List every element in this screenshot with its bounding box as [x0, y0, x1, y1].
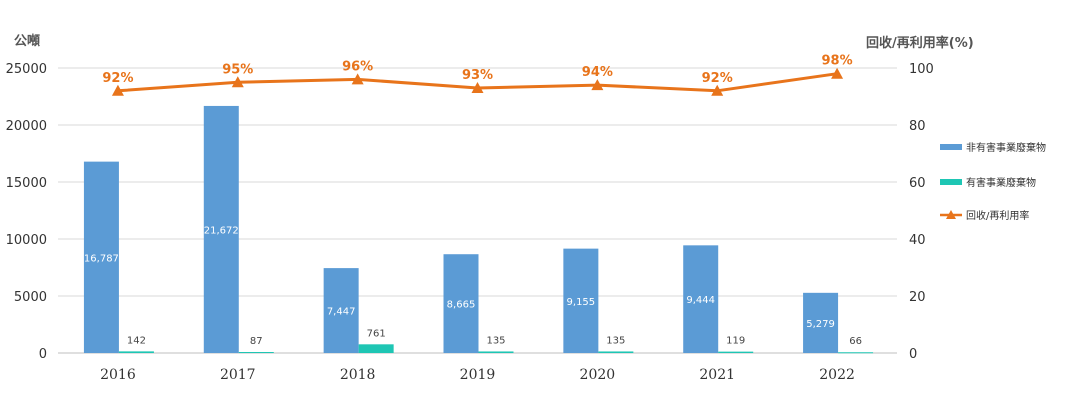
rate-value-label: 92%: [102, 71, 133, 86]
rate-point-marker: [831, 67, 844, 79]
legend-marker: [946, 210, 956, 219]
left-tick-label: 10000: [6, 233, 47, 248]
legend-label: 非有害事業廢棄物: [966, 141, 1046, 154]
bar-non-hazardous: [803, 292, 839, 353]
bar-non-hazardous: [323, 268, 359, 353]
rate-point-marker: [591, 79, 604, 91]
bar-value-label: 142: [127, 335, 146, 346]
category-axis: 2016 2017 2018 2019 2020 2021 2022: [100, 367, 855, 383]
right-axis-ticks: 0 20 40 60 80 100: [909, 62, 934, 362]
rate-value-label: 94%: [582, 65, 613, 80]
bars: 16,787 142 21,672 87 7,447 761 8,665 135 9,155 13…: [83, 105, 874, 354]
left-tick-label: 5000: [14, 290, 47, 305]
right-tick-label: 60: [909, 176, 926, 191]
right-tick-label: 40: [909, 233, 926, 248]
right-tick-label: 100: [909, 62, 934, 77]
rate-value-label: 93%: [462, 68, 493, 83]
bar-non-hazardous: [443, 254, 479, 353]
bar-value-label: 5,279: [806, 319, 835, 330]
left-tick-label: 15000: [6, 176, 47, 191]
category-label: 2021: [699, 367, 735, 383]
rate-value-label: 92%: [702, 71, 733, 86]
bar-hazardous: [478, 351, 514, 353]
right-tick-label: 20: [909, 290, 926, 305]
bar-value-label: 16,787: [84, 253, 119, 264]
right-tick-label: 0: [909, 347, 917, 362]
bar-value-label: 87: [250, 336, 263, 347]
rate-value-label: 95%: [222, 62, 253, 77]
category-label: 2019: [460, 367, 496, 383]
rate-point-marker: [711, 84, 724, 96]
rate-line: 92% 95% 96% 93% 94% 92% 98%: [102, 54, 853, 96]
bar-value-label: 9,155: [567, 297, 596, 308]
bar-value-label: 7,447: [327, 307, 356, 318]
bar-value-label: 8,665: [447, 300, 476, 311]
left-tick-label: 20000: [6, 119, 47, 134]
bar-non-hazardous: [203, 105, 239, 353]
legend-swatch: [940, 179, 962, 185]
right-tick-label: 80: [909, 119, 926, 134]
left-tick-label: 25000: [6, 62, 47, 77]
bar-hazardous: [838, 352, 874, 354]
right-axis-title: 回收/再利用率(%): [866, 35, 974, 51]
rate-point-marker: [111, 84, 124, 96]
left-axis-ticks: 0 5000 10000 15000 20000 25000: [6, 62, 47, 362]
rate-point-marker: [351, 73, 364, 85]
legend-swatch: [940, 144, 962, 150]
category-label: 2020: [580, 367, 616, 383]
bar-hazardous: [718, 351, 754, 353]
gridlines: [58, 67, 897, 354]
bar-non-hazardous: [83, 161, 119, 353]
category-label: 2022: [819, 367, 855, 383]
bar-non-hazardous: [563, 248, 599, 353]
bar-value-label: 761: [367, 328, 386, 339]
left-tick-label: 0: [39, 347, 47, 362]
rate-point-marker: [231, 76, 244, 88]
bar-value-label: 66: [849, 336, 862, 347]
bar-value-label: 119: [726, 336, 745, 347]
legend-label: 回收/再利用率: [966, 209, 1029, 222]
left-axis-title: 公噸: [14, 33, 40, 49]
bar-hazardous: [358, 344, 394, 353]
rate-value-label: 98%: [822, 54, 853, 69]
bar-hazardous: [598, 351, 634, 353]
rate-point-marker: [471, 81, 484, 93]
bar-non-hazardous: [683, 245, 719, 353]
bar-hazardous: [238, 352, 274, 354]
category-label: 2017: [220, 367, 256, 383]
legend-label: 有害事業廢棄物: [966, 176, 1036, 189]
bar-value-label: 21,672: [204, 225, 239, 236]
bar-hazardous: [118, 351, 154, 353]
category-label: 2016: [100, 367, 136, 383]
rate-value-label: 96%: [342, 59, 373, 74]
bar-value-label: 135: [606, 335, 625, 346]
bar-value-label: 135: [486, 335, 505, 346]
category-label: 2018: [340, 367, 376, 383]
bar-value-label: 9,444: [686, 295, 715, 306]
